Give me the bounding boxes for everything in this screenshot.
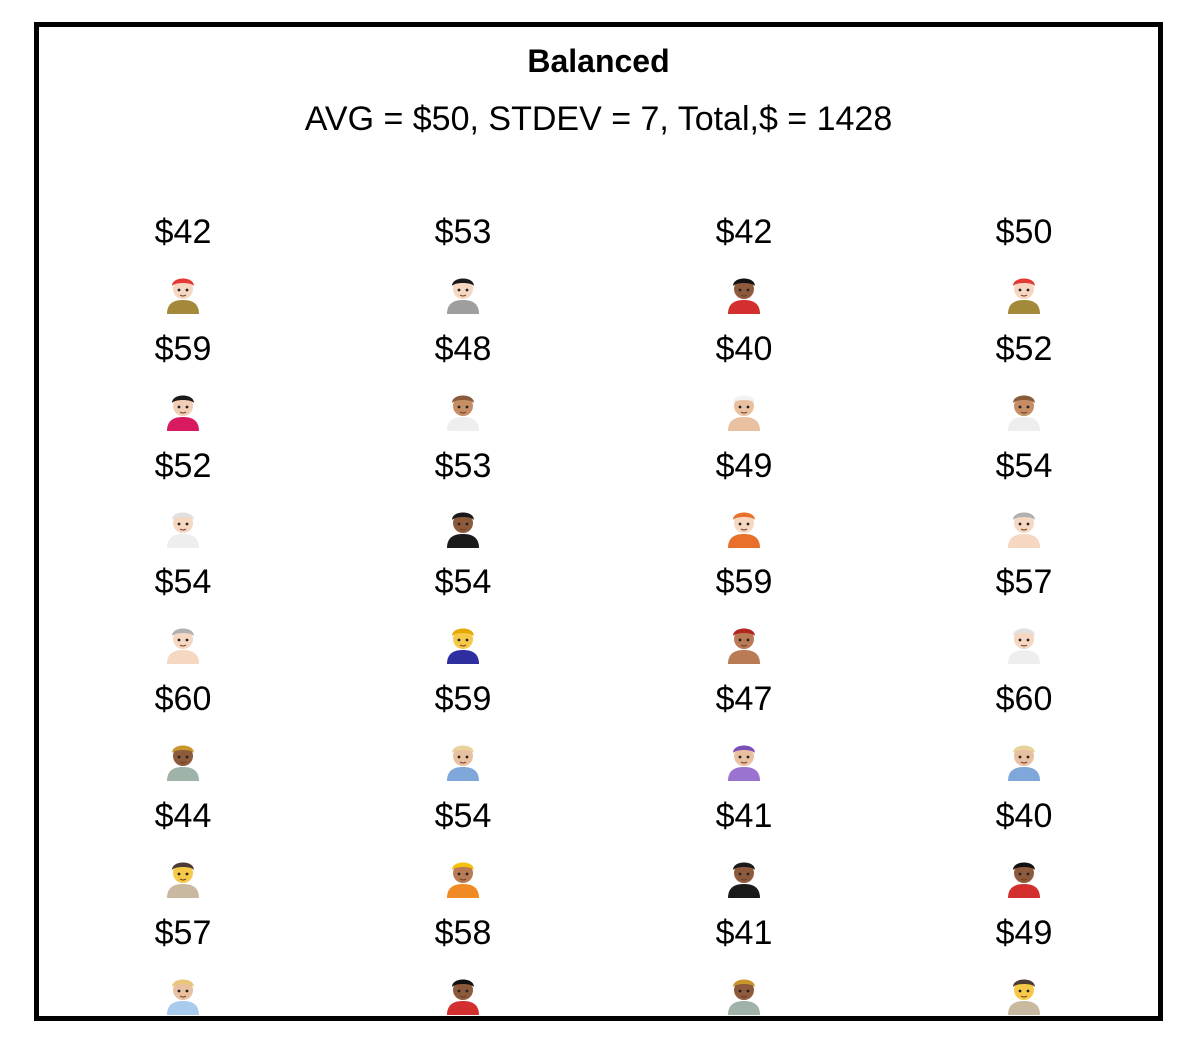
- price-label: $60: [995, 680, 1053, 718]
- office-worker-man-icon: [83, 971, 283, 1015]
- person-card: $42: [644, 212, 844, 314]
- person-card: $53: [363, 446, 563, 548]
- person-card: $54: [363, 562, 563, 664]
- price-label: $53: [434, 213, 492, 251]
- scientist-woman-icon: [363, 387, 563, 431]
- person-card: $52: [83, 446, 283, 548]
- woman-with-headscarf-icon: [644, 737, 844, 781]
- superhero-woman-icon: [83, 387, 283, 431]
- teacher-woman-icon: [924, 737, 1124, 781]
- person-card: $54: [363, 796, 563, 898]
- price-label: $54: [995, 447, 1053, 485]
- farmer-man-icon: [83, 737, 283, 781]
- price-label: $53: [434, 447, 492, 485]
- price-label: $52: [154, 447, 212, 485]
- person-card: $41: [644, 796, 844, 898]
- cook-icon: [924, 620, 1124, 664]
- person-card: $57: [924, 562, 1124, 664]
- price-label: $52: [995, 330, 1053, 368]
- older-man-icon: [644, 387, 844, 431]
- balanced-panel: Balanced AVG = $50, STDEV = 7, Total,$ =…: [34, 22, 1163, 1021]
- construction-worker-icon: [363, 854, 563, 898]
- teacher-woman-icon: [363, 737, 563, 781]
- person-card: $49: [924, 913, 1124, 1015]
- price-label: $41: [715, 914, 773, 952]
- person-card: $57: [83, 913, 283, 1015]
- panel-title: Balanced: [527, 43, 670, 79]
- technologist-man-icon: [363, 270, 563, 314]
- person-card: $48: [363, 329, 563, 431]
- price-label: $57: [995, 563, 1053, 601]
- person-card: $60: [83, 679, 283, 781]
- person-card: $59: [363, 679, 563, 781]
- scientist-woman-icon: [924, 387, 1124, 431]
- older-woman-icon: [83, 620, 283, 664]
- price-label: $48: [434, 330, 492, 368]
- person-card: $54: [924, 446, 1124, 548]
- artist-woman-icon: [924, 971, 1124, 1015]
- price-label: $49: [715, 447, 773, 485]
- cook-icon: [83, 504, 283, 548]
- person-card: $50: [924, 212, 1124, 314]
- price-label: $59: [154, 330, 212, 368]
- person-card: $44: [83, 796, 283, 898]
- pilot-woman-icon: [644, 854, 844, 898]
- price-label: $40: [995, 797, 1053, 835]
- pilot-woman-icon: [363, 504, 563, 548]
- person-card: $60: [924, 679, 1124, 781]
- person-card: $54: [83, 562, 283, 664]
- price-label: $42: [715, 213, 773, 251]
- person-card: $41: [644, 913, 844, 1015]
- artist-woman-icon: [83, 854, 283, 898]
- stats-summary: AVG = $50, STDEV = 7, Total,$ = 1428: [304, 100, 893, 138]
- price-label: $59: [715, 563, 773, 601]
- guard-icon: [924, 854, 1124, 898]
- older-woman-icon: [924, 504, 1124, 548]
- firefighter-woman-icon: [924, 270, 1124, 314]
- price-label: $47: [715, 680, 773, 718]
- guard-icon: [363, 971, 563, 1015]
- person-card: $40: [924, 796, 1124, 898]
- person-card: $47: [644, 679, 844, 781]
- person-card: $49: [644, 446, 844, 548]
- price-label: $41: [715, 797, 773, 835]
- person-card: $59: [644, 562, 844, 664]
- person-card: $59: [83, 329, 283, 431]
- farmer-man-icon: [644, 971, 844, 1015]
- price-label: $44: [154, 797, 212, 835]
- price-grid: $42 $53 $42 $50 $59 $48 $40 $52 $52 $53 $49 $54 $54 $…: [39, 27, 1158, 1016]
- person-card: $40: [644, 329, 844, 431]
- price-label: $50: [995, 213, 1053, 251]
- price-label: $54: [154, 563, 212, 601]
- person-card: $58: [363, 913, 563, 1015]
- family-icon: [363, 620, 563, 664]
- price-label: $58: [434, 914, 492, 952]
- price-label: $59: [434, 680, 492, 718]
- person-card: $52: [924, 329, 1124, 431]
- price-label: $60: [154, 680, 212, 718]
- price-label: $54: [434, 563, 492, 601]
- price-label: $40: [715, 330, 773, 368]
- firefighter-woman-icon: [83, 270, 283, 314]
- guard-icon: [644, 270, 844, 314]
- price-label: $54: [434, 797, 492, 835]
- person-card: $42: [83, 212, 283, 314]
- price-label: $57: [154, 914, 212, 952]
- man-with-cap-icon: [644, 620, 844, 664]
- red-haired-woman-icon: [644, 504, 844, 548]
- person-card: $53: [363, 212, 563, 314]
- price-label: $49: [995, 914, 1053, 952]
- price-label: $42: [154, 213, 212, 251]
